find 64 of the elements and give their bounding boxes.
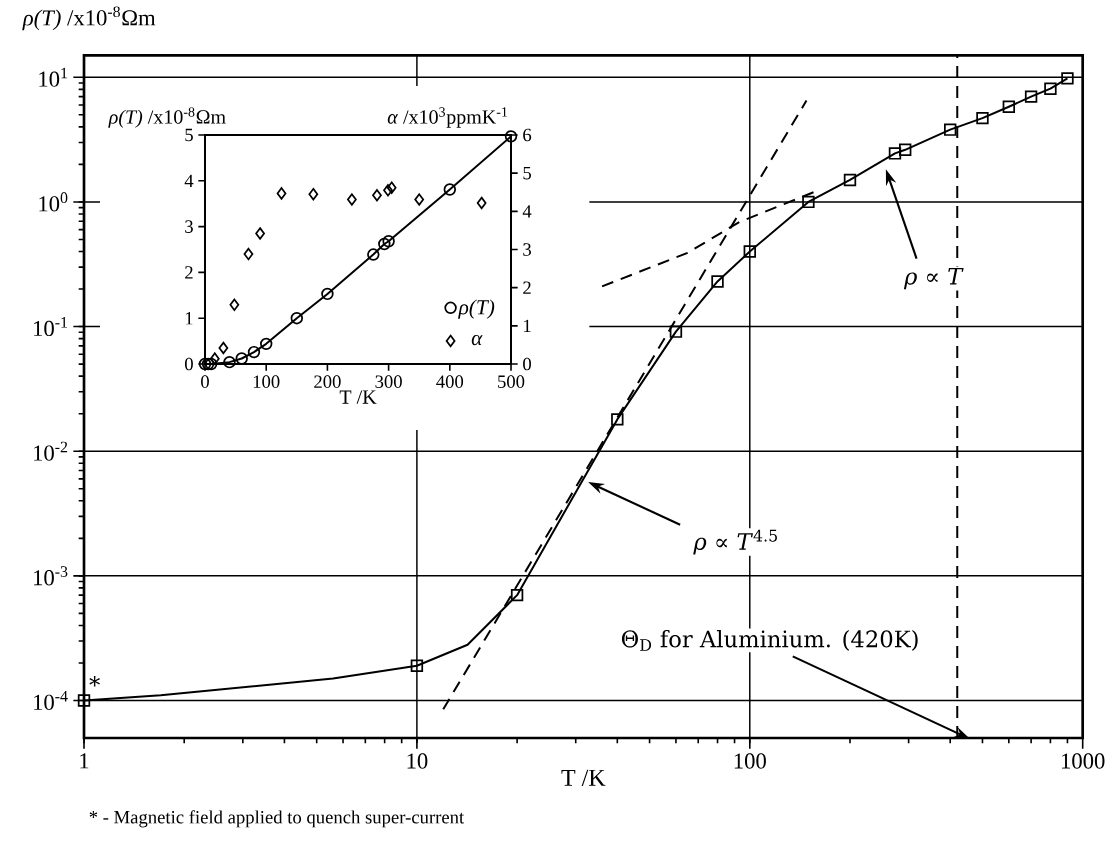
- point: [218, 341, 229, 355]
- point: [308, 187, 319, 201]
- x-tick-label: 0: [201, 375, 209, 388]
- x-tick-label: 400: [436, 375, 464, 388]
- point: [383, 184, 393, 197]
- point: [209, 352, 220, 365]
- y-tick-label: 10$^{-3}$: [34, 566, 68, 586]
- annotation: ρ ∝ T: [903, 267, 964, 290]
- point: [504, 130, 518, 143]
- y2-tick-label: 5: [523, 166, 531, 180]
- y2-tick-label: 1: [524, 319, 531, 332]
- y-tick-label: 0: [185, 357, 193, 371]
- x-tick-label: 1: [80, 753, 89, 769]
- point: [260, 337, 273, 351]
- point: [290, 312, 304, 325]
- legend-label: α: [471, 334, 483, 346]
- y2-tick-label: 0: [523, 357, 531, 371]
- y-tick-label: 3: [185, 220, 193, 233]
- y2-tick-label: 4: [522, 205, 532, 218]
- x-tick-label: 100: [253, 375, 280, 388]
- y-tick-label: 10$^{1}$: [39, 67, 68, 87]
- text: * - Magnetic field applied to quench super-current: [89, 810, 465, 828]
- y2-tick-label: 3: [523, 243, 531, 256]
- point: [367, 248, 380, 261]
- point: [372, 189, 382, 202]
- y-tick-label: 2: [185, 266, 193, 279]
- legend-label: ρ(T): [458, 299, 495, 319]
- point: [386, 181, 397, 194]
- point: [229, 298, 240, 312]
- point: [443, 183, 457, 196]
- y2-axis-title: α /x10$^{3}$ppmK$^{-1}$: [387, 107, 508, 128]
- point: [243, 247, 254, 261]
- point: [378, 237, 391, 251]
- y-tick-label: 4: [184, 174, 194, 187]
- y-tick-label: 10$^{-2}$: [34, 441, 68, 461]
- x-tick-label: 200: [314, 375, 341, 388]
- y-axis-title: ρ(T) /x10$^{-8}$Ωm: [108, 107, 226, 128]
- y2-tick-label: 6: [523, 128, 532, 142]
- x-tick-label: 1000: [1062, 753, 1105, 769]
- y-tick-label: 10$^{-4}$: [34, 690, 68, 711]
- y-tick-label: 5: [185, 128, 193, 142]
- point: [321, 287, 334, 301]
- point: [382, 235, 395, 248]
- y-tick-label: 10$^{0}$: [39, 192, 68, 212]
- x-tick-label: 500: [498, 375, 525, 388]
- point: [247, 345, 261, 359]
- point: [223, 355, 236, 369]
- x-axis-title: T /K: [561, 769, 606, 786]
- point: [347, 193, 357, 206]
- point: [476, 196, 487, 210]
- y-tick-label: 10$^{-1}$: [34, 317, 68, 337]
- point: [276, 187, 287, 200]
- y-tick-label: 1: [185, 312, 193, 325]
- x-tick-label: 300: [375, 375, 402, 388]
- y-axis-title: ρ(T) /x10$^{-8}$Ωm: [22, 6, 156, 31]
- x-tick-label: 100: [734, 753, 766, 769]
- annotation: *: [89, 676, 100, 687]
- annotation: ρ ∝ T$^{4.5}$: [693, 529, 777, 555]
- x-tick-label: 10: [407, 753, 428, 769]
- x-axis-title: T /K: [339, 390, 377, 404]
- point: [255, 227, 265, 240]
- y2-tick-label: 2: [523, 281, 531, 294]
- annotation: Θ$_{D}$ for Aluminium. (420K): [621, 629, 918, 651]
- point: [414, 193, 425, 206]
